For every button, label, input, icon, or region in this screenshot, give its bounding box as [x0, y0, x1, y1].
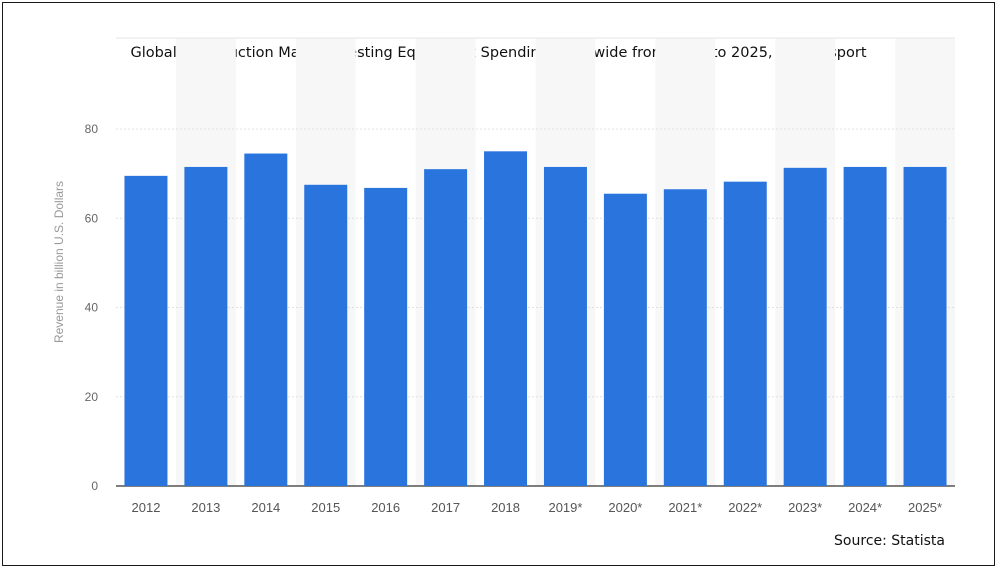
bar	[663, 189, 707, 486]
bar	[843, 166, 887, 486]
y-tick-label: 80	[85, 122, 99, 136]
bar	[603, 193, 647, 487]
x-tick-label: 2012	[132, 500, 161, 515]
x-tick-label: 2013	[191, 500, 220, 515]
bar	[723, 181, 767, 486]
y-tick-label: 60	[85, 211, 99, 225]
x-tick-label: 2015	[311, 500, 340, 515]
x-tick-label: 2021*	[668, 500, 702, 515]
y-tick-label: 0	[91, 479, 98, 493]
bar	[543, 166, 587, 486]
x-tick-label: 2017	[431, 500, 460, 515]
source-note: Source: Statista	[834, 533, 945, 549]
bars	[124, 151, 947, 487]
x-tick-labels: 2012 2013 2014 2015 2016 2017 2018 2019* 2020* 20…	[132, 500, 943, 515]
bar	[903, 166, 947, 486]
y-axis-label: Revenue in billion U.S. Dollars	[52, 180, 66, 344]
bar	[184, 166, 228, 486]
bar	[783, 167, 827, 487]
bar	[364, 187, 408, 486]
x-tick-label: 2014	[251, 500, 280, 515]
x-tick-label: 2016	[371, 500, 400, 515]
x-tick-label: 2019*	[548, 500, 582, 515]
bar	[484, 151, 528, 486]
bar	[244, 153, 288, 486]
y-tick-labels: 0 20 40 60 80	[85, 122, 99, 493]
x-tick-label: 2023*	[788, 500, 822, 515]
bar	[424, 169, 468, 486]
x-tick-label: 2025*	[908, 500, 942, 515]
x-tick-label: 2024*	[848, 500, 882, 515]
x-tick-label: 2018	[491, 500, 520, 515]
x-tick-label: 2020*	[608, 500, 642, 515]
y-tick-label: 20	[85, 390, 99, 404]
bar	[124, 175, 168, 486]
x-tick-label: 2022*	[728, 500, 762, 515]
y-tick-label: 40	[85, 301, 99, 315]
bar	[304, 184, 348, 486]
